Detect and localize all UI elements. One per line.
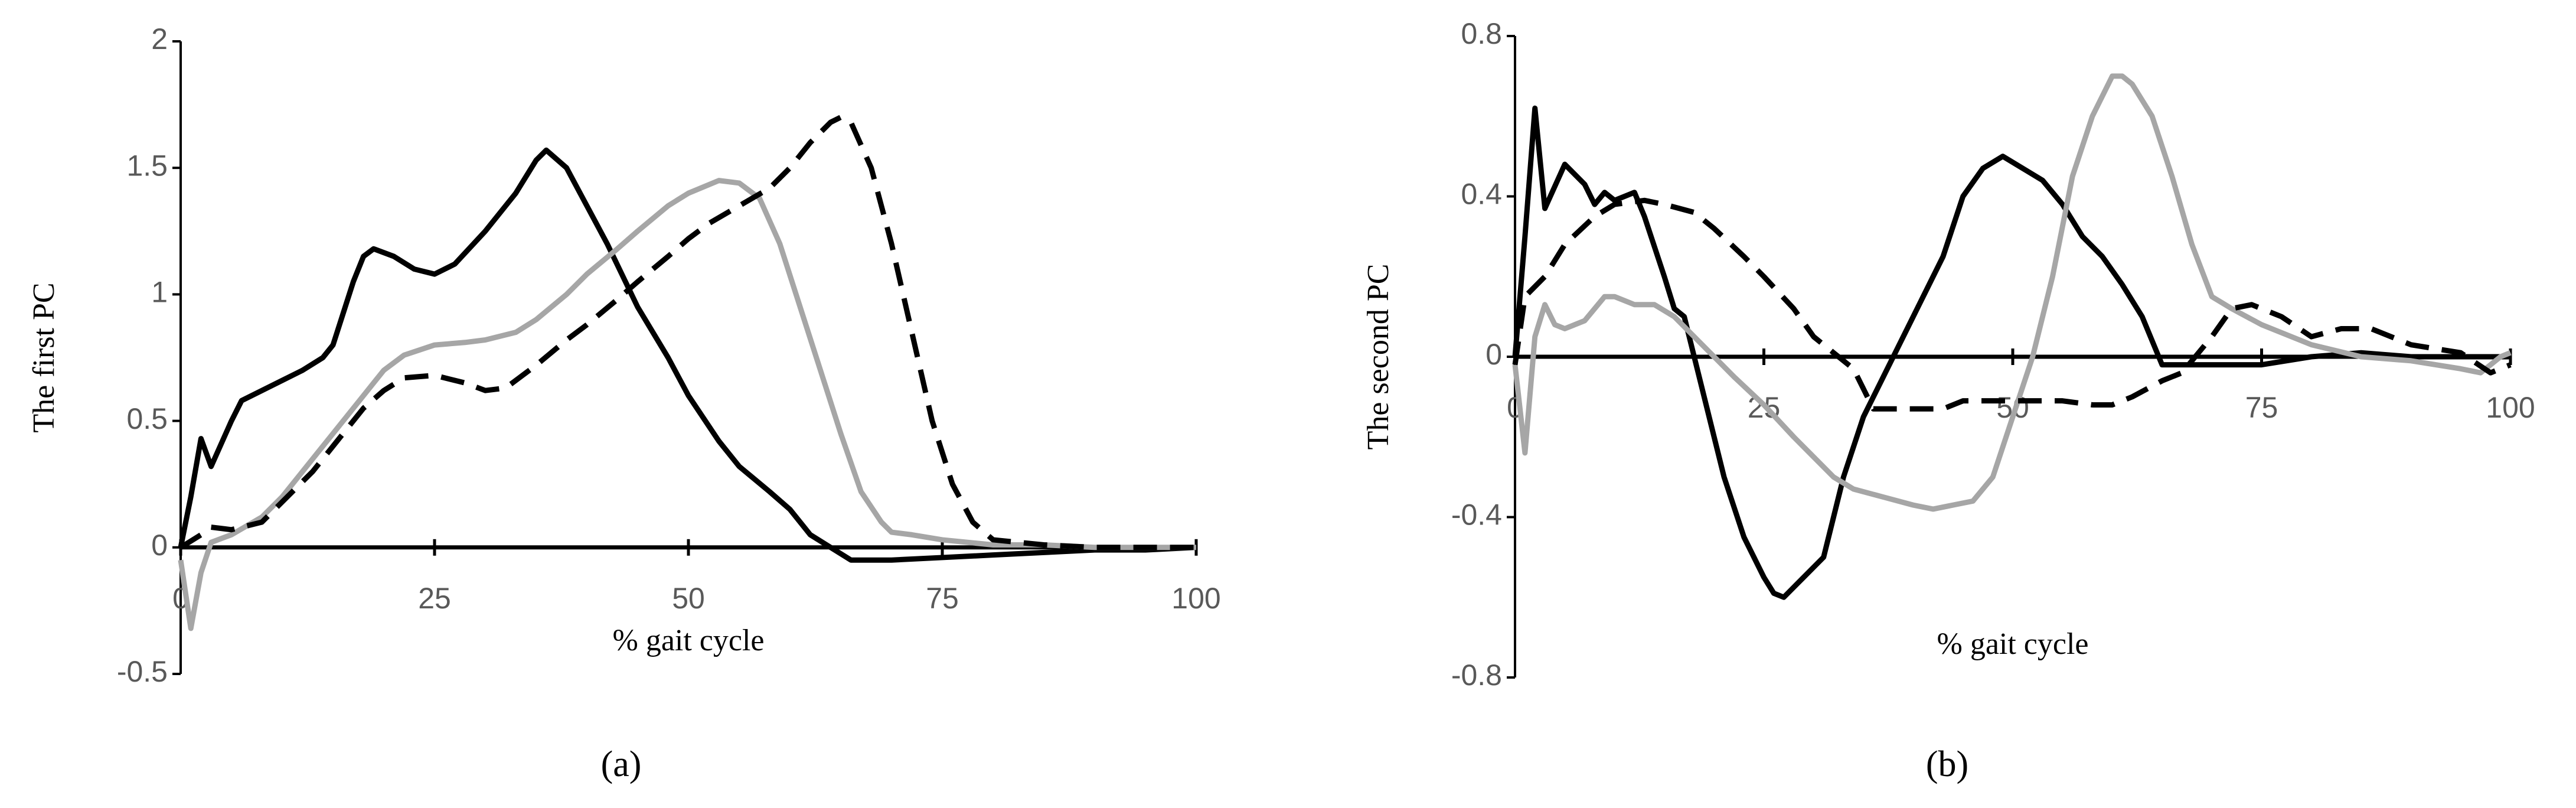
x-tick-label: 75 (2245, 391, 2278, 424)
x-tick-label: 100 (1171, 582, 1220, 615)
x-tick-label: 100 (2486, 391, 2535, 424)
series-line (178, 178, 1196, 631)
caption: (b) (1926, 744, 1968, 784)
y-tick-label: 0 (1485, 338, 1502, 371)
series-line (1512, 197, 2512, 412)
y-tick-label: -0.8 (1451, 659, 1502, 692)
y-tick-label: 0.8 (1461, 17, 1502, 50)
y-axis-title: The first PC (27, 282, 61, 432)
caption: (a) (601, 744, 642, 784)
x-tick-label: 50 (672, 582, 705, 615)
y-tick-label: 0.4 (1461, 178, 1502, 211)
y-tick-label: 1 (151, 276, 168, 309)
series-line (1512, 105, 2510, 600)
x-tick-label: 25 (418, 582, 451, 615)
y-tick-label: -0.4 (1451, 499, 1502, 532)
y-tick-label: -0.5 (117, 655, 168, 688)
y-tick-label: 2 (151, 22, 168, 56)
series-line (1512, 73, 2512, 512)
x-axis-title: % gait cycle (1937, 627, 2089, 661)
y-tick-label: 0 (151, 529, 168, 562)
x-axis-title: % gait cycle (613, 624, 765, 657)
x-tick-label: 75 (926, 582, 959, 615)
y-tick-label: 0.5 (126, 402, 168, 435)
series-line (178, 147, 1197, 563)
series-line (179, 115, 1196, 550)
y-axis-title: The second PC (1362, 264, 1395, 450)
y-tick-label: 1.5 (126, 149, 168, 182)
